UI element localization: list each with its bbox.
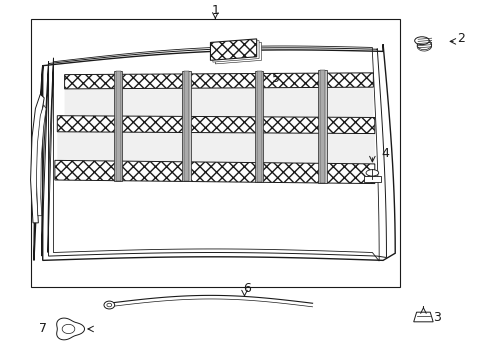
Ellipse shape xyxy=(414,37,428,45)
Polygon shape xyxy=(317,70,326,183)
Polygon shape xyxy=(413,312,432,322)
Circle shape xyxy=(104,301,115,309)
Polygon shape xyxy=(182,71,190,181)
Polygon shape xyxy=(64,73,372,89)
Polygon shape xyxy=(34,44,394,260)
Ellipse shape xyxy=(366,170,378,176)
Polygon shape xyxy=(114,71,122,181)
Polygon shape xyxy=(55,160,374,184)
Text: 2: 2 xyxy=(456,32,464,45)
Polygon shape xyxy=(183,71,188,181)
Polygon shape xyxy=(57,132,374,164)
Polygon shape xyxy=(30,94,44,223)
Polygon shape xyxy=(212,41,259,62)
Polygon shape xyxy=(210,39,256,60)
Bar xyxy=(30,19,399,287)
Text: 5: 5 xyxy=(271,72,280,85)
Polygon shape xyxy=(36,105,46,216)
Polygon shape xyxy=(57,116,374,134)
Polygon shape xyxy=(215,42,261,64)
Polygon shape xyxy=(319,70,324,183)
Polygon shape xyxy=(116,71,120,181)
Polygon shape xyxy=(64,87,372,117)
Text: 1: 1 xyxy=(211,4,219,17)
Circle shape xyxy=(62,324,75,334)
Text: 3: 3 xyxy=(432,311,440,324)
Polygon shape xyxy=(57,318,84,340)
Polygon shape xyxy=(254,71,263,182)
Polygon shape xyxy=(256,71,261,182)
Bar xyxy=(363,176,380,182)
Text: 4: 4 xyxy=(381,147,388,160)
Circle shape xyxy=(107,303,112,307)
Text: 6: 6 xyxy=(243,283,250,296)
Text: 7: 7 xyxy=(39,322,47,335)
